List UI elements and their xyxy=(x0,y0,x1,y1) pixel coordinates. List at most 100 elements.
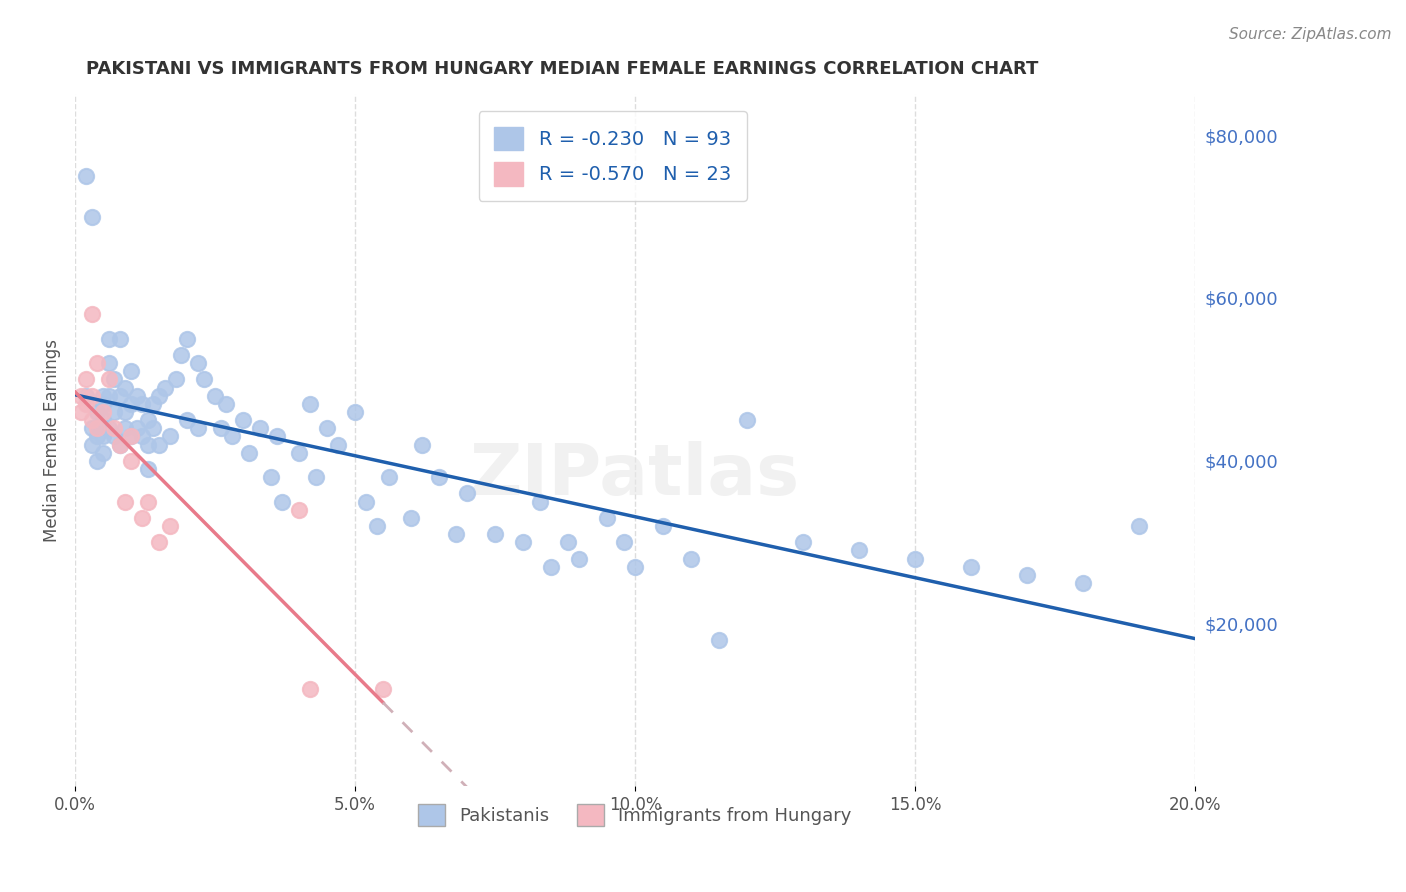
Point xyxy=(97,372,120,386)
Y-axis label: Median Female Earnings: Median Female Earnings xyxy=(44,339,60,542)
Point xyxy=(103,421,125,435)
Point xyxy=(299,397,322,411)
Point xyxy=(221,429,243,443)
Point xyxy=(176,332,198,346)
Point xyxy=(427,470,450,484)
Point xyxy=(170,348,193,362)
Point xyxy=(91,405,114,419)
Point xyxy=(344,405,367,419)
Point xyxy=(512,535,534,549)
Point xyxy=(69,405,91,419)
Point xyxy=(371,681,394,696)
Point xyxy=(131,429,153,443)
Point xyxy=(596,510,619,524)
Point xyxy=(108,332,131,346)
Point xyxy=(114,405,136,419)
Point xyxy=(484,527,506,541)
Point xyxy=(260,470,283,484)
Point xyxy=(159,519,181,533)
Point xyxy=(1071,576,1094,591)
Point xyxy=(80,307,103,321)
Point xyxy=(125,421,148,435)
Point xyxy=(232,413,254,427)
Point xyxy=(131,510,153,524)
Point xyxy=(91,429,114,443)
Point xyxy=(249,421,271,435)
Point xyxy=(80,210,103,224)
Point xyxy=(148,535,170,549)
Point xyxy=(354,494,377,508)
Point xyxy=(75,397,97,411)
Point xyxy=(120,429,142,443)
Point xyxy=(91,397,114,411)
Point xyxy=(75,389,97,403)
Point xyxy=(75,169,97,183)
Point xyxy=(652,519,675,533)
Point xyxy=(624,559,647,574)
Point xyxy=(209,421,232,435)
Point xyxy=(1128,519,1150,533)
Point xyxy=(707,632,730,647)
Point xyxy=(97,421,120,435)
Point xyxy=(568,551,591,566)
Point xyxy=(69,389,91,403)
Point xyxy=(114,494,136,508)
Point xyxy=(97,356,120,370)
Point xyxy=(148,389,170,403)
Point xyxy=(108,437,131,451)
Text: ZIPatlas: ZIPatlas xyxy=(470,441,800,509)
Point xyxy=(86,454,108,468)
Point xyxy=(215,397,238,411)
Point xyxy=(120,364,142,378)
Point xyxy=(97,389,120,403)
Point xyxy=(557,535,579,549)
Legend: Pakistanis, Immigrants from Hungary: Pakistanis, Immigrants from Hungary xyxy=(411,797,859,833)
Point xyxy=(142,421,165,435)
Point xyxy=(80,389,103,403)
Text: Source: ZipAtlas.com: Source: ZipAtlas.com xyxy=(1229,27,1392,42)
Point xyxy=(142,397,165,411)
Point xyxy=(136,494,159,508)
Point xyxy=(86,405,108,419)
Point xyxy=(238,445,260,459)
Point xyxy=(80,421,103,435)
Point xyxy=(120,454,142,468)
Point xyxy=(165,372,187,386)
Point xyxy=(411,437,433,451)
Point xyxy=(80,437,103,451)
Point xyxy=(86,421,108,435)
Point xyxy=(103,429,125,443)
Point xyxy=(1015,567,1038,582)
Point xyxy=(960,559,983,574)
Point xyxy=(288,445,311,459)
Point xyxy=(540,559,562,574)
Point xyxy=(86,356,108,370)
Point xyxy=(266,429,288,443)
Point xyxy=(529,494,551,508)
Point xyxy=(91,445,114,459)
Point xyxy=(377,470,399,484)
Point xyxy=(193,372,215,386)
Point xyxy=(271,494,294,508)
Point xyxy=(288,502,311,516)
Point xyxy=(176,413,198,427)
Point xyxy=(75,372,97,386)
Point xyxy=(108,389,131,403)
Point xyxy=(120,429,142,443)
Point xyxy=(136,437,159,451)
Point xyxy=(904,551,927,566)
Point xyxy=(114,421,136,435)
Point xyxy=(108,437,131,451)
Point xyxy=(187,421,209,435)
Point xyxy=(204,389,226,403)
Point xyxy=(103,372,125,386)
Point xyxy=(305,470,328,484)
Point xyxy=(114,380,136,394)
Point xyxy=(136,462,159,476)
Point xyxy=(444,527,467,541)
Point xyxy=(125,389,148,403)
Point xyxy=(792,535,814,549)
Point xyxy=(366,519,388,533)
Point xyxy=(80,413,103,427)
Point xyxy=(735,413,758,427)
